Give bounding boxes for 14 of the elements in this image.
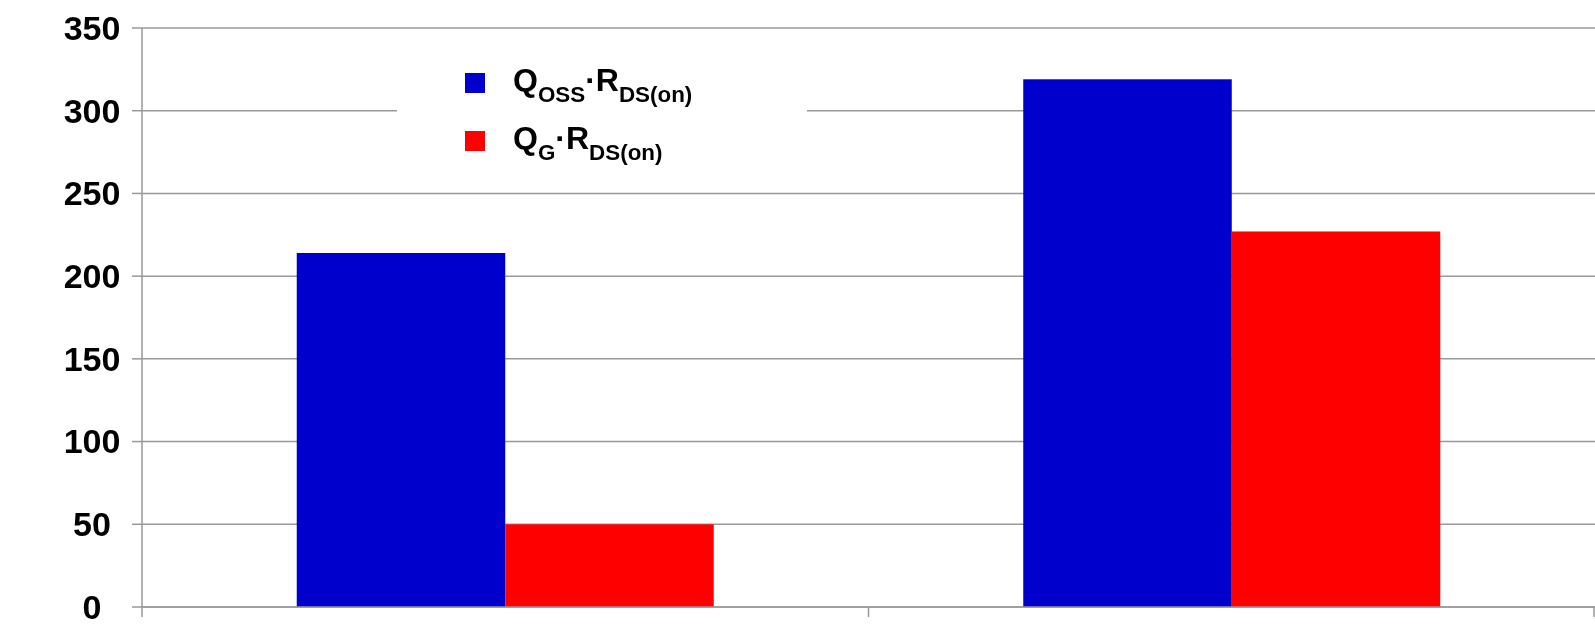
- bar: [1023, 79, 1232, 607]
- y-tick-label: 300: [63, 91, 121, 130]
- y-tick-label: 0: [82, 587, 102, 625]
- bar: [296, 252, 506, 607]
- bar: [505, 524, 714, 607]
- y-tick-label: 150: [63, 339, 121, 378]
- legend-label: Q$_{G}$·R$_{DS(on)}$: [513, 120, 663, 166]
- y-tick-label: 200: [63, 257, 121, 296]
- y-tick-label: 250: [63, 174, 121, 213]
- bar: [1231, 231, 1441, 607]
- y-tick-label: 100: [63, 422, 121, 461]
- y-tick-label: 50: [73, 505, 111, 544]
- y-tick-label: 350: [63, 8, 121, 47]
- legend-label: Q$_{OSS}$·R$_{DS(on)}$: [513, 62, 693, 108]
